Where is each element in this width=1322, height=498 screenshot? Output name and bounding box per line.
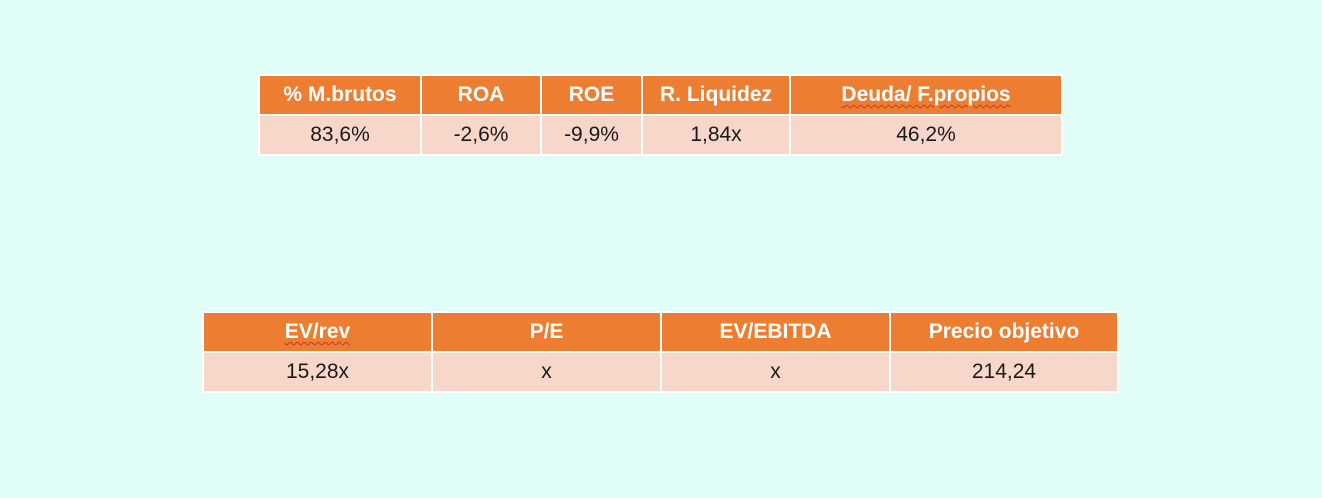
cell-precio-objetivo: 214,24 bbox=[889, 351, 1119, 393]
cell-margen-bruto: 83,6% bbox=[258, 114, 422, 156]
cell-pe: x bbox=[431, 351, 662, 393]
cell-ev-rev: 15,28x bbox=[202, 351, 433, 393]
header-roa: ROA bbox=[420, 74, 542, 116]
header-ev-ebitda: EV/EBITDA bbox=[660, 311, 891, 353]
table-header-row: EV/rev P/E EV/EBITDA Precio objetivo bbox=[202, 311, 1119, 353]
table-header-row: % M.brutos ROA ROE R. Liquidez Deuda/ F.… bbox=[258, 74, 1063, 116]
cell-deuda-fondos-propios: 46,2% bbox=[789, 114, 1063, 156]
table-row: 15,28x x x 214,24 bbox=[202, 351, 1119, 393]
header-roe: ROE bbox=[540, 74, 643, 116]
valuation-multiples-table: EV/rev P/E EV/EBITDA Precio objetivo 15,… bbox=[202, 311, 1119, 393]
header-liquidez: R. Liquidez bbox=[641, 74, 791, 116]
header-ev-rev: EV/rev bbox=[202, 311, 433, 353]
financial-ratios-table: % M.brutos ROA ROE R. Liquidez Deuda/ F.… bbox=[258, 74, 1063, 156]
cell-ev-ebitda: x bbox=[660, 351, 891, 393]
header-ev-rev-label: EV/rev bbox=[284, 320, 351, 343]
cell-liquidez: 1,84x bbox=[641, 114, 791, 156]
header-deuda-fondos-propios-label: Deuda/ F.propios bbox=[841, 83, 1011, 106]
cell-roa: -2,6% bbox=[420, 114, 542, 156]
header-precio-objetivo: Precio objetivo bbox=[889, 311, 1119, 353]
header-pe: P/E bbox=[431, 311, 662, 353]
header-margen-bruto: % M.brutos bbox=[258, 74, 422, 116]
header-deuda-fondos-propios: Deuda/ F.propios bbox=[789, 74, 1063, 116]
cell-roe: -9,9% bbox=[540, 114, 643, 156]
table-row: 83,6% -2,6% -9,9% 1,84x 46,2% bbox=[258, 114, 1063, 156]
